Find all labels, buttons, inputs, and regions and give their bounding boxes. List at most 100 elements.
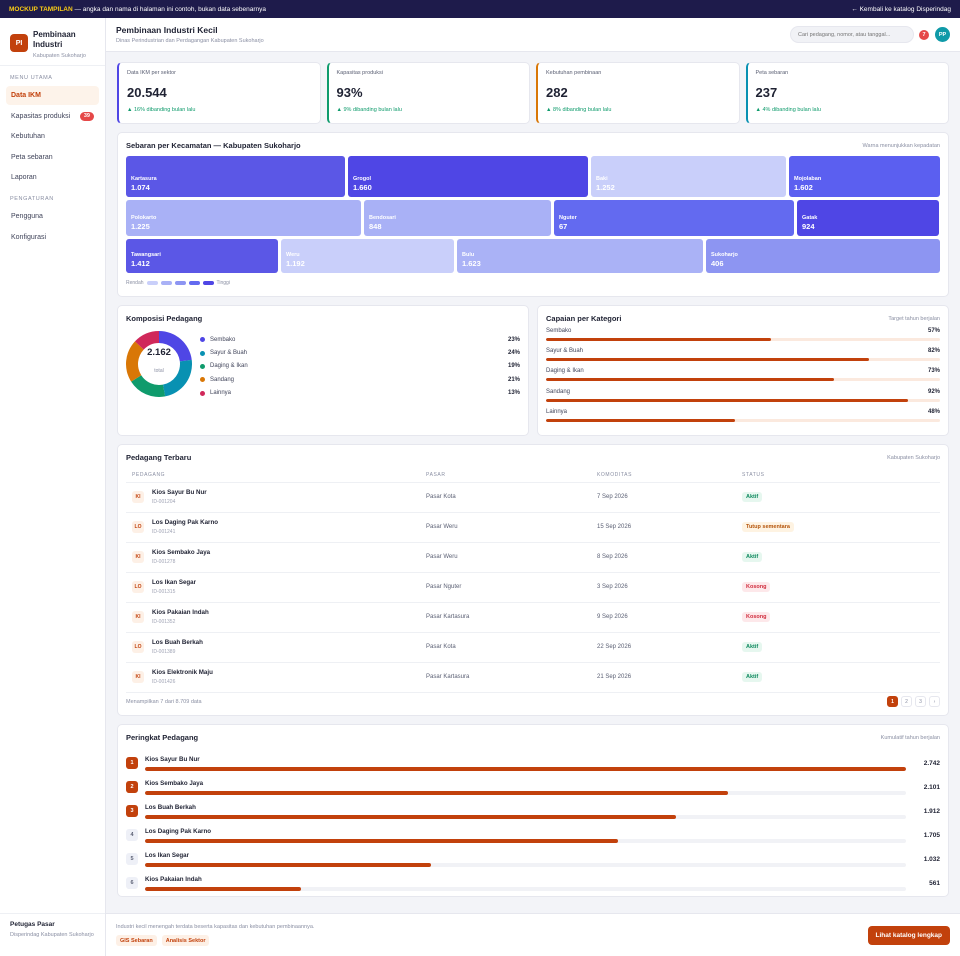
kpi-card: Data IKM per sektor 20.544 ▲ 16% dibanding… xyxy=(117,62,321,124)
sidebar-item-laporan[interactable]: Laporan xyxy=(6,168,99,187)
kpi-delta: ▲ 16% dibanding bulan lalu xyxy=(127,107,196,113)
trader-initials: KI xyxy=(132,671,144,683)
ranking-item[interactable]: 2 Kios Sembako Jaya 2.101 xyxy=(126,775,940,799)
table-row[interactable]: LO Los Ikan Segar ID-001315 Pasar Nguter 3 S… xyxy=(126,572,940,603)
ranking-item[interactable]: 1 Kios Sayur Bu Nur 2.742 xyxy=(126,751,940,775)
district-name: Mojolaban xyxy=(794,176,822,182)
trader-info: Kios Pakaian Indah ID-001352 xyxy=(152,609,209,625)
kpi-value: 93% xyxy=(336,85,363,100)
district-tile-mojolaban[interactable]: Mojolaban 1.602 xyxy=(789,156,940,197)
donut-slice-lainnya[interactable] xyxy=(134,331,159,350)
back-to-catalog-link[interactable]: ← Kembali ke katalog Disperindag xyxy=(851,5,951,13)
donut-slice-daging-and-ikan[interactable] xyxy=(131,375,166,397)
footer-tag-gis-sebaran[interactable]: GIS Sebaran xyxy=(116,935,157,946)
sidebar-item-data-ikm[interactable]: Data IKM xyxy=(6,86,99,105)
district-tile-bulu[interactable]: Bulu 1.623 xyxy=(457,239,703,273)
sidebar-item-badge: 39 xyxy=(79,111,94,121)
next-page-button[interactable]: › xyxy=(929,696,940,707)
sidebar-item-kebutuhan[interactable]: Kebutuhan xyxy=(6,127,99,146)
legend-name: Sayur & Buah xyxy=(210,350,248,357)
table-row[interactable]: LO Los Buah Berkah ID-001389 Pasar Kota 22 S… xyxy=(126,632,940,663)
donut-slice-sembako[interactable] xyxy=(159,331,192,362)
ranking-item[interactable]: 6 Kios Pakaian Indah 561 xyxy=(126,871,940,895)
district-tile-grogol[interactable]: Grogol 1.660 xyxy=(348,156,588,197)
sidebar-item-label: Pengguna xyxy=(11,213,43,220)
sidebar-item-konfigurasi[interactable]: Konfigurasi xyxy=(6,228,99,247)
market-cell: Pasar Nguter xyxy=(426,572,597,603)
sidebar-item-pengguna[interactable]: Pengguna xyxy=(6,207,99,226)
ranking-item[interactable]: 4 Los Daging Pak Karno 1.705 xyxy=(126,823,940,847)
district-tile-sukoharjo[interactable]: Sukoharjo 406 xyxy=(706,239,940,273)
legend-percent: 13% xyxy=(507,390,520,397)
page-footer: Industri kecil menengah terdata beserta … xyxy=(106,913,960,956)
treemap-row: Tawangsari 1.412 Weru 1.192 Bulu 1.623 Sukohar… xyxy=(126,239,940,273)
table-row[interactable]: LO Los Daging Pak Karno ID-001241 Pasar Wer… xyxy=(126,512,940,543)
kpi-label: Peta sebaran xyxy=(755,70,789,76)
page-button-3[interactable]: 3 xyxy=(915,696,926,707)
banner-text: MOCKUP TAMPILAN — angka dan nama di hala… xyxy=(9,6,266,13)
avatar[interactable]: PP xyxy=(935,27,950,42)
district-tile-baki[interactable]: Baki 1.252 xyxy=(591,156,786,197)
status-cell: Aktif xyxy=(742,482,940,513)
status-cell: Tutup sementara xyxy=(742,512,940,543)
district-tile-tawangsari[interactable]: Tawangsari 1.412 xyxy=(126,239,278,273)
mockup-banner: MOCKUP TAMPILAN — angka dan nama di hala… xyxy=(0,0,960,18)
ranking-item[interactable]: 3 Los Buah Berkah 1.912 xyxy=(126,799,940,823)
sidebar-item-peta-sebaran[interactable]: Peta sebaran xyxy=(6,148,99,167)
sidebar-item-label: Data IKM xyxy=(11,92,41,99)
ranking-value: 1.705 xyxy=(923,831,940,839)
market-cell: Pasar Kartasura xyxy=(426,662,597,693)
sidebar-item-label: Laporan xyxy=(11,174,37,181)
composition-title: Komposisi Pedagang xyxy=(126,314,203,323)
achievement-header: Daging & Ikan 73% xyxy=(546,368,940,374)
table-count: Menampilkan 7 dari 8.709 data xyxy=(126,698,202,705)
kpi-card: Kapasitas produksi 93% ▲ 9% dibanding bula… xyxy=(326,62,530,124)
district-tile-polokarto[interactable]: Polokarto 1.225 xyxy=(126,200,361,236)
footer-text: Industri kecil menengah terdata beserta … xyxy=(116,924,315,930)
composition-donut: 2.162 total xyxy=(126,331,192,397)
table-row[interactable]: KI Kios Sembako Jaya ID-001278 Pasar Weru 8 … xyxy=(126,542,940,573)
status-cell: Kosong xyxy=(742,572,940,603)
view-catalog-button[interactable]: Lihat katalog lengkap xyxy=(867,925,950,945)
trader-cell: KI Kios Sayur Bu Nur ID-001204 xyxy=(126,482,426,513)
kpi-label: Kebutuhan pembinaan xyxy=(546,70,602,76)
district-tile-bendosari[interactable]: Bendosari 848 xyxy=(364,200,551,236)
sidebar-item-label: Kapasitas produksi xyxy=(11,112,71,120)
district-tile-weru[interactable]: Weru 1.192 xyxy=(281,239,454,273)
donut-slice-sayur-and-buah[interactable] xyxy=(162,359,192,397)
district-name: Nguter xyxy=(559,215,577,221)
ranking-list: 1 Kios Sayur Bu Nur 2.742 2 Kios Sembako Jay… xyxy=(126,751,940,895)
achievement-percent: 48% xyxy=(927,408,940,415)
kpi-row: Data IKM per sektor 20.544 ▲ 16% dibanding… xyxy=(117,62,949,124)
ranking-name: Kios Sayur Bu Nur xyxy=(145,755,200,763)
kpi-delta: ▲ 4% dibanding bulan lalu xyxy=(755,107,821,113)
district-tile-kartasura[interactable]: Kartasura 1.074 xyxy=(126,156,345,197)
table-row[interactable]: KI Kios Sayur Bu Nur ID-001204 Pasar Kota 7 … xyxy=(126,482,940,513)
market-cell: Pasar Kota xyxy=(426,482,597,513)
table-row[interactable]: KI Kios Elektronik Maju ID-001426 Pasar Kar… xyxy=(126,662,940,693)
legend-dot xyxy=(200,390,205,396)
notification-badge[interactable]: 7 xyxy=(919,29,929,40)
kpi-label: Data IKM per sektor xyxy=(127,70,176,76)
achievement-note: Target tahun berjalan xyxy=(888,315,940,322)
search-input[interactable] xyxy=(790,26,914,43)
donut-slice-sandang[interactable] xyxy=(126,341,144,382)
district-value: 1.074 xyxy=(131,183,150,192)
page-button-1[interactable]: 1 xyxy=(887,696,898,707)
legend-dot xyxy=(200,337,205,343)
achievement-item-lainnya: Lainnya 48% xyxy=(546,409,940,422)
page-button-2[interactable]: 2 xyxy=(901,696,912,707)
ranking-value: 1.032 xyxy=(923,855,940,863)
footer-tag-analisis-sektor[interactable]: Analisis Sektor xyxy=(161,935,210,946)
rank-number: 3 xyxy=(126,805,138,817)
trader-initials: LO xyxy=(132,521,144,533)
trader-info: Kios Elektronik Maju ID-001426 xyxy=(152,669,213,685)
table-row[interactable]: KI Kios Pakaian Indah ID-001352 Pasar Karta… xyxy=(126,602,940,633)
ranking-item[interactable]: 5 Los Ikan Segar 1.032 xyxy=(126,847,940,871)
status-badge: Tutup sementara xyxy=(742,522,794,532)
district-tile-nguter[interactable]: Nguter 67 xyxy=(554,200,794,236)
trader-info: Los Daging Pak Karno ID-001241 xyxy=(152,519,218,535)
district-tile-gatak[interactable]: Gatak 924 xyxy=(797,200,939,236)
achievement-title: Capaian per Kategori xyxy=(546,314,622,323)
sidebar-item-kapasitas-produksi[interactable]: Kapasitas produksi 39 xyxy=(6,107,99,126)
